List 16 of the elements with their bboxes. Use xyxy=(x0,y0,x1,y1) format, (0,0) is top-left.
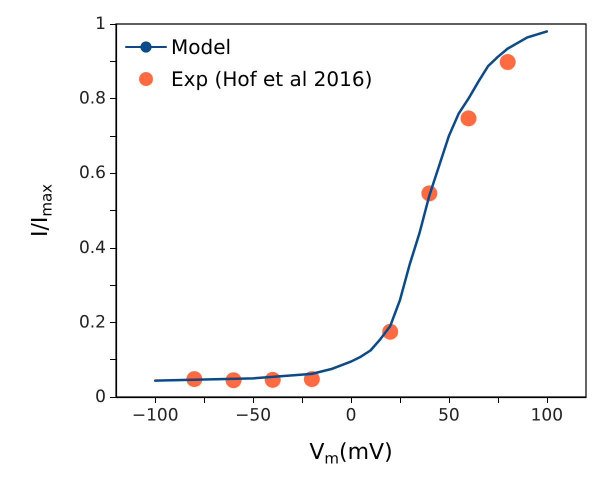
y-axis-title: I/Imax xyxy=(28,184,56,238)
x-tick-label: 100 xyxy=(530,406,564,426)
legend-label: Model xyxy=(171,35,232,59)
y-tick-label: 1 xyxy=(95,14,106,34)
x-tick-label: 0 xyxy=(346,406,356,426)
x-tick-label: 50 xyxy=(438,406,460,426)
y-tick-label: 0 xyxy=(95,387,106,407)
point xyxy=(500,54,516,70)
x-tick-label: −100 xyxy=(132,406,179,426)
y-tick-label: 0.8 xyxy=(78,88,106,109)
y-tick-label: 0.4 xyxy=(78,238,106,258)
y-tick-label: 0.6 xyxy=(78,163,106,184)
y-tick-label: 0.2 xyxy=(78,312,106,332)
x-tick-label: −50 xyxy=(235,406,272,426)
legend-label: Exp (Hof et al 2016) xyxy=(171,67,372,91)
point xyxy=(460,110,476,126)
